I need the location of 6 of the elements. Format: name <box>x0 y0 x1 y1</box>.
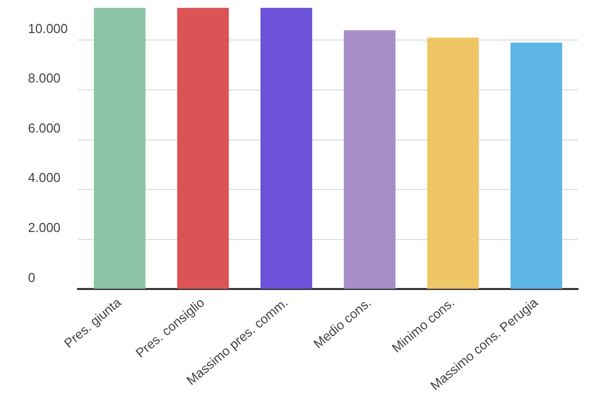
y-tick-label: 2.000 <box>28 220 61 235</box>
y-tick-label: 6.000 <box>28 120 61 136</box>
y-tick-label: 4.000 <box>28 170 61 186</box>
y-tick-label: 10.000 <box>28 20 68 36</box>
y-tick-label: 0 <box>28 270 36 285</box>
y-tick-label: 8.000 <box>28 70 61 86</box>
